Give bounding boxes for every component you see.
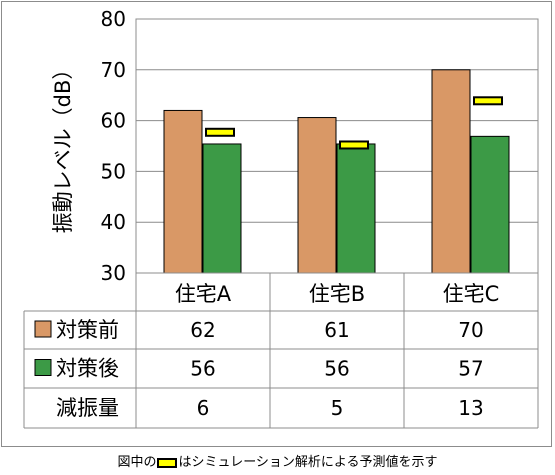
bar-after-2 bbox=[470, 135, 510, 274]
legend-label-before: 対策前 bbox=[56, 318, 119, 342]
predicted-marker-icon bbox=[157, 457, 178, 468]
predicted-marker-1 bbox=[339, 140, 369, 150]
category-label-0: 住宅A bbox=[175, 282, 232, 306]
category-label-2: 住宅C bbox=[443, 282, 500, 306]
caption-text-after: はシミュレーション解析による予測値を示す bbox=[178, 455, 438, 470]
legend-key-before bbox=[34, 320, 52, 338]
bar-before-2 bbox=[431, 69, 471, 274]
y-tick-label-50: 50 bbox=[101, 159, 126, 183]
predicted-marker-0 bbox=[205, 127, 235, 137]
table-value-after-0: 56 bbox=[190, 357, 215, 381]
table-value-before-0: 62 bbox=[190, 318, 215, 342]
bar-chart: 30 40 50 60 70 80 振動レベル（dB） 住宅A 住宅B 住宅C 対策前 62 61 70 対… bbox=[23, 7, 539, 429]
table-value-after-2: 57 bbox=[458, 357, 483, 381]
y-tick-label-40: 40 bbox=[101, 210, 126, 234]
bar-after-0 bbox=[202, 143, 242, 274]
bar-after-1 bbox=[336, 143, 376, 274]
chart-frame: 30 40 50 60 70 80 振動レベル（dB） 住宅A 住宅B 住宅C 対策前 62 61 70 対… bbox=[1, 1, 552, 447]
legend-label-after: 対策後 bbox=[56, 357, 119, 381]
legend-key-after bbox=[34, 359, 52, 376]
predicted-marker-2 bbox=[473, 96, 503, 106]
category-label-1: 住宅B bbox=[309, 282, 365, 306]
table-value-reduction-1: 5 bbox=[331, 396, 344, 420]
table-value-reduction-2: 13 bbox=[458, 396, 483, 420]
y-tick-label-70: 70 bbox=[101, 58, 126, 82]
table-value-reduction-0: 6 bbox=[197, 396, 210, 420]
bar-before-1 bbox=[297, 117, 337, 274]
y-tick-label-60: 60 bbox=[101, 109, 126, 133]
row-label-reduction: 減振量 bbox=[56, 396, 119, 420]
caption-text-before: 図中の bbox=[117, 455, 157, 470]
bar-before-0 bbox=[163, 109, 203, 274]
chart-caption: 図中の はシミュレーション解析による予測値を示す bbox=[0, 451, 555, 470]
y-axis-title: 振動レベル（dB） bbox=[51, 59, 75, 234]
table-value-before-1: 61 bbox=[324, 318, 349, 342]
y-tick-label-80: 80 bbox=[101, 7, 126, 31]
table-value-before-2: 70 bbox=[458, 318, 483, 342]
y-tick-label-30: 30 bbox=[101, 261, 126, 285]
table-value-after-1: 56 bbox=[324, 357, 349, 381]
